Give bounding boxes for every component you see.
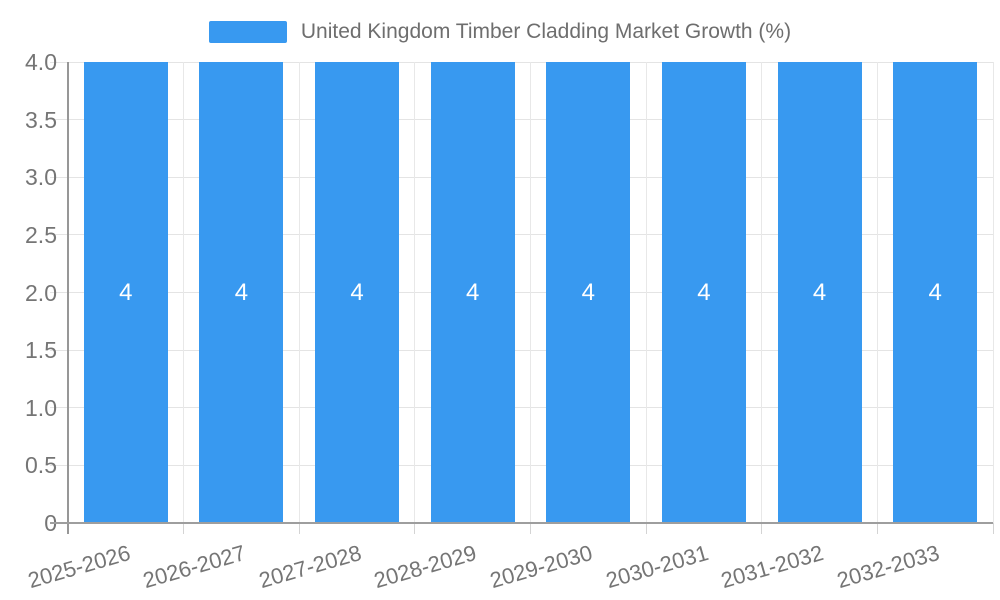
x-axis-tick bbox=[645, 523, 647, 534]
x-gridline bbox=[992, 62, 994, 523]
y-gridline bbox=[50, 407, 993, 409]
x-gridline bbox=[298, 62, 300, 523]
x-axis-line bbox=[50, 522, 993, 524]
legend-label: United Kingdom Timber Cladding Market Gr… bbox=[300, 20, 792, 43]
x-axis-tick bbox=[298, 523, 300, 534]
legend-swatch bbox=[208, 21, 287, 43]
x-axis-tick-label: 2027-2028 bbox=[255, 540, 364, 594]
y-axis-tick-label: 3.0 bbox=[25, 164, 57, 191]
x-gridline bbox=[183, 62, 185, 523]
y-gridline bbox=[50, 292, 993, 293]
bar[interactable] bbox=[893, 62, 978, 523]
y-gridline bbox=[50, 234, 993, 236]
bar[interactable] bbox=[661, 62, 746, 523]
x-axis-tick bbox=[414, 523, 416, 534]
bar[interactable] bbox=[315, 62, 400, 523]
y-axis-line bbox=[67, 62, 69, 534]
y-axis-tick-label: 2.5 bbox=[25, 221, 57, 248]
x-axis-tick-label: 2026-2027 bbox=[140, 540, 249, 594]
bar[interactable] bbox=[777, 62, 862, 523]
x-axis-tick-label: 2028-2029 bbox=[371, 540, 480, 594]
x-gridline bbox=[414, 62, 416, 523]
x-axis-tick bbox=[183, 523, 185, 534]
y-gridline bbox=[50, 176, 993, 178]
y-axis-tick-label: 4.0 bbox=[25, 49, 57, 75]
bar[interactable] bbox=[546, 62, 631, 523]
x-gridline bbox=[761, 62, 763, 523]
x-axis-tick-label: 2032-2033 bbox=[834, 540, 943, 594]
x-axis-tick bbox=[876, 523, 878, 534]
y-axis-tick-label: 2.0 bbox=[25, 279, 57, 306]
y-gridline bbox=[50, 119, 993, 121]
bar[interactable] bbox=[430, 62, 515, 523]
x-axis-tick bbox=[761, 523, 763, 534]
bar[interactable] bbox=[199, 62, 284, 523]
x-axis-tick-label: 2031-2032 bbox=[718, 540, 827, 594]
x-axis-tick-label: 2030-2031 bbox=[602, 540, 711, 594]
x-gridline bbox=[876, 62, 878, 523]
x-axis-tick-label: 2025-2026 bbox=[24, 540, 133, 594]
y-gridline bbox=[50, 61, 993, 63]
x-gridline bbox=[530, 62, 531, 523]
legend-item[interactable]: United Kingdom Timber Cladding Market Gr… bbox=[0, 11, 1000, 53]
y-gridline bbox=[50, 464, 993, 466]
y-gridline bbox=[50, 349, 993, 351]
x-axis-tick bbox=[530, 523, 531, 534]
y-axis-tick-label: 3.5 bbox=[25, 106, 57, 133]
x-axis-tick-label: 2029-2030 bbox=[487, 540, 596, 594]
y-axis-tick-label: 1.0 bbox=[25, 394, 57, 421]
y-axis-tick-label: 1.5 bbox=[25, 337, 57, 364]
y-axis-tick-label: 0.5 bbox=[25, 452, 57, 479]
bar[interactable] bbox=[83, 62, 168, 523]
x-gridline bbox=[645, 62, 647, 523]
x-axis-tick bbox=[992, 523, 994, 534]
